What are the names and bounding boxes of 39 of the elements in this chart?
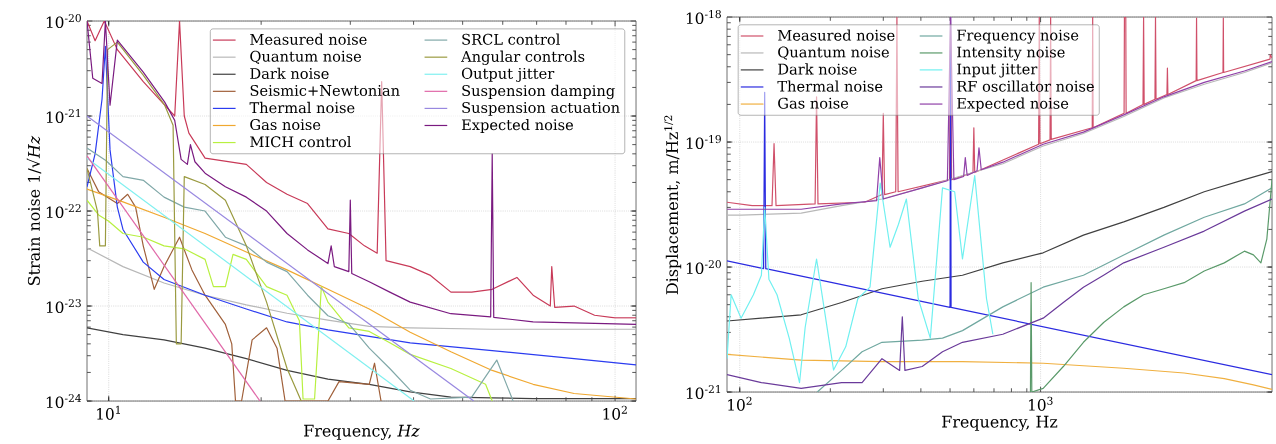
y-tick-label: 10$^{-23}$ — [46, 298, 81, 313]
x-tick-label: 10$^{2}$ — [728, 396, 752, 411]
y-tick-label: 10$^{-20}$ — [46, 13, 81, 28]
legend-label: Expected noise — [461, 118, 574, 133]
y-tick-label: 10$^{-19}$ — [686, 134, 721, 149]
legend-label: Input jitter — [957, 63, 1038, 78]
legend-label: Intensity noise — [957, 46, 1065, 61]
legend-label: Thermal noise — [249, 101, 355, 113]
y-tick-label: 10$^{-22}$ — [46, 203, 81, 218]
legend-label: MICH control — [250, 135, 352, 148]
legend-label: Frequency noise — [957, 29, 1079, 44]
y-tick-label: 10$^{-18}$ — [686, 9, 721, 24]
legend-label: RF oscillator noise — [957, 80, 1094, 92]
legend-label: Gas noise — [778, 97, 849, 109]
legend-label: Angular controls — [461, 50, 585, 65]
legend-label: SRCL control — [462, 33, 560, 45]
x-tick-label: 10$^{3}$ — [1028, 396, 1053, 411]
y-tick-label: 10$^{-20}$ — [686, 259, 721, 274]
x-tick-label: 10$^{2}$ — [603, 405, 627, 420]
legend-label: Measured noise — [778, 29, 895, 41]
legend-label: Gas noise — [250, 118, 321, 130]
legend-label: Output jitter — [461, 67, 555, 82]
y-tick-label: 10$^{-21}$ — [46, 108, 81, 123]
legend-label: Suspension damping — [462, 84, 615, 99]
legend-label: Measured noise — [250, 33, 367, 45]
y-tick-label: 10$^{-24}$ — [46, 393, 82, 408]
legend-label: Quantum noise — [778, 46, 889, 60]
legend-label: Quantum noise — [250, 50, 362, 64]
legend-label: Dark noise — [778, 63, 857, 75]
legend-label: Thermal noise — [777, 80, 883, 92]
x-axis-title: Frequency, Hz — [942, 415, 1058, 431]
legend-label: Suspension actuation — [462, 101, 620, 116]
x-axis-title: Frequency, Hz — [304, 424, 420, 440]
y-tick-label: 10$^{-21}$ — [686, 384, 721, 399]
legend-label: Expected noise — [957, 97, 1069, 112]
x-tick-label: 10$^{1}$ — [97, 405, 120, 420]
legend-label: Seismic+Newtonian — [250, 84, 400, 96]
legend-label: Dark noise — [250, 67, 329, 79]
y-axis-title: Displacement, m/Hz$^{1/2}$ — [664, 115, 682, 295]
